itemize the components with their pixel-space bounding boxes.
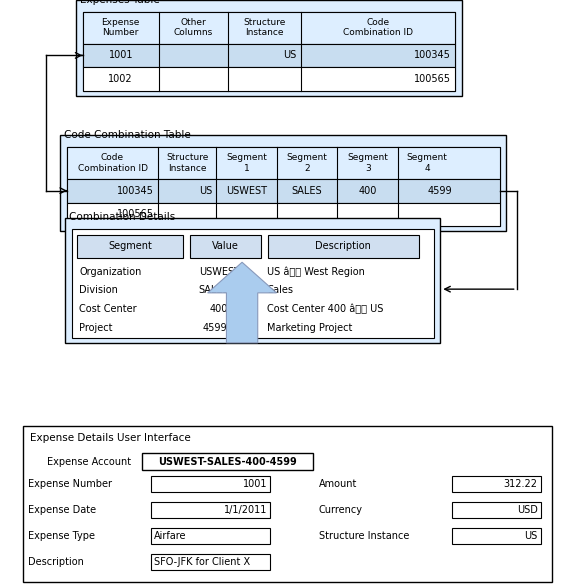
Text: Sales: Sales [267, 285, 294, 295]
Text: Expense Details User Interface: Expense Details User Interface [30, 433, 191, 443]
Bar [452, 502, 541, 517]
Text: Segment
1: Segment 1 [226, 153, 267, 172]
Bar [72, 229, 434, 338]
Text: 100565: 100565 [414, 74, 451, 84]
Text: Airfare: Airfare [154, 531, 186, 541]
Bar [190, 235, 261, 258]
Text: US: US [199, 186, 212, 196]
FancyArrow shape [208, 262, 277, 343]
Text: Expense
Number: Expense Number [101, 18, 140, 37]
Text: Structure Instance: Structure Instance [319, 531, 409, 541]
Text: 1001: 1001 [243, 479, 267, 489]
Text: 1002: 1002 [108, 74, 133, 84]
Text: Amount: Amount [319, 479, 357, 489]
Text: Expense Account: Expense Account [47, 456, 131, 467]
Text: Segment
3: Segment 3 [347, 153, 388, 172]
Text: Cost Center: Cost Center [79, 304, 137, 314]
Bar [65, 218, 440, 343]
Bar [267, 235, 419, 258]
Bar [452, 476, 541, 492]
Text: Structure
Instance: Structure Instance [166, 153, 208, 172]
Bar [67, 147, 500, 179]
Text: Value: Value [212, 241, 239, 252]
Bar [83, 68, 455, 91]
Text: 4599: 4599 [428, 186, 452, 196]
Bar [83, 44, 455, 68]
Bar [67, 179, 500, 202]
Text: Currency: Currency [319, 505, 362, 515]
Text: Combination Details: Combination Details [69, 212, 176, 222]
Text: 4599: 4599 [203, 323, 228, 333]
Text: Description: Description [28, 557, 84, 567]
Bar [151, 502, 270, 517]
Text: Expense Date: Expense Date [28, 505, 97, 515]
Bar [142, 453, 313, 470]
Text: Segment: Segment [108, 241, 152, 252]
Text: US â West Region: US â West Region [267, 266, 365, 277]
Bar [83, 12, 455, 44]
Text: US: US [283, 51, 296, 61]
Text: 400: 400 [209, 304, 228, 314]
Bar [151, 528, 270, 543]
Text: Other
Columns: Other Columns [174, 18, 213, 37]
Text: USWEST: USWEST [226, 186, 267, 196]
Text: Code
Combination ID: Code Combination ID [77, 153, 147, 172]
Text: US: US [525, 531, 538, 541]
Bar [151, 554, 270, 570]
Text: Code
Combination ID: Code Combination ID [343, 18, 413, 37]
Text: Code Combination Table: Code Combination Table [64, 130, 191, 140]
Text: SALES: SALES [199, 285, 229, 295]
Text: 400: 400 [358, 186, 377, 196]
Bar [83, 12, 455, 91]
Bar [151, 476, 270, 492]
Text: Expenses Table: Expenses Table [80, 0, 159, 5]
Text: Structure
Instance: Structure Instance [243, 18, 286, 37]
Text: Segment
4: Segment 4 [407, 153, 448, 172]
Text: 1/1/2011: 1/1/2011 [224, 505, 267, 515]
Text: Marketing Project: Marketing Project [267, 323, 353, 333]
Bar [452, 528, 541, 543]
Bar [67, 202, 500, 226]
Text: USD: USD [517, 505, 538, 515]
Text: Organization: Organization [79, 266, 142, 276]
Text: 100345: 100345 [117, 186, 154, 196]
Text: Expense Number: Expense Number [28, 479, 113, 489]
Text: SALES: SALES [292, 186, 323, 196]
Text: Division: Division [79, 285, 118, 295]
Text: Segment
2: Segment 2 [287, 153, 328, 172]
Bar [23, 426, 552, 582]
Text: 312.22: 312.22 [504, 479, 538, 489]
Text: 100565: 100565 [117, 209, 154, 219]
Text: Cost Center 400 â US: Cost Center 400 â US [267, 304, 384, 314]
Text: Expense Type: Expense Type [28, 531, 96, 541]
Text: Project: Project [79, 323, 113, 333]
Bar [67, 147, 500, 226]
Bar [77, 235, 183, 258]
Text: SFO-JFK for Client X: SFO-JFK for Client X [154, 557, 250, 567]
Text: USWEST: USWEST [199, 266, 240, 276]
Text: 1001: 1001 [109, 51, 133, 61]
Bar [60, 135, 506, 231]
Bar [76, 0, 462, 96]
Text: USWEST-SALES-400-4599: USWEST-SALES-400-4599 [158, 456, 297, 467]
Text: 100345: 100345 [414, 51, 451, 61]
Text: Description: Description [315, 241, 372, 252]
